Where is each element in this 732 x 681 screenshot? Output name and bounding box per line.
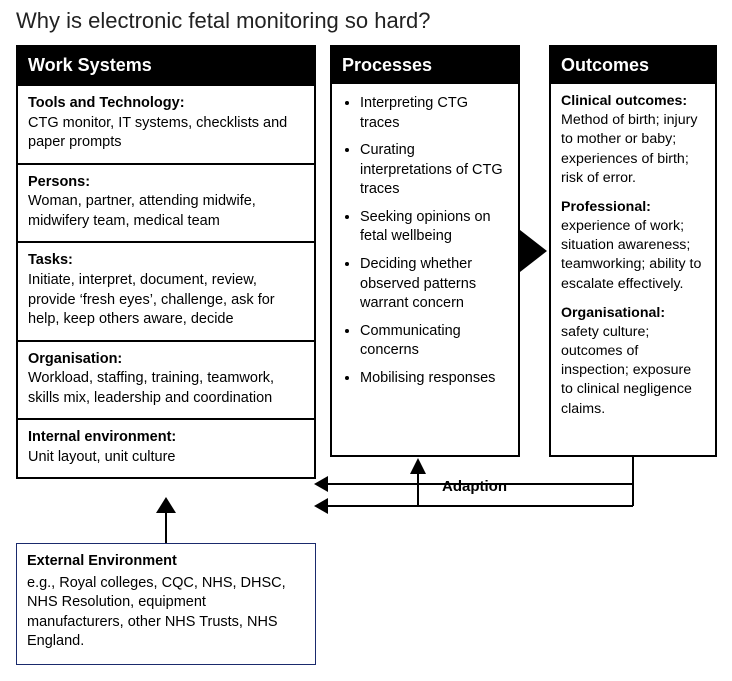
ws-section-internal-env: Internal environment: Unit layout, unit … [18,418,314,477]
outcome-label: Professional: [561,199,651,215]
ws-label: Tools and Technology: [28,94,304,114]
arrow-adaption-to-ws-upper [314,476,328,492]
process-item: Communicating concerns [360,322,510,361]
outcomes-body: Clinical outcomes: Method of birth; inju… [551,84,715,437]
outcome-group-professional: Professional: experience of work; situat… [561,198,705,294]
outcome-text: Method of birth; injury to mother or bab… [561,112,697,186]
arrow-proc-to-out [520,230,547,272]
arrow-adaption-to-proc [410,458,426,474]
page-title: Why is electronic fetal monitoring so ha… [16,8,431,34]
ws-text: Woman, partner, attending midwife, midwi… [28,193,256,229]
outcome-label: Clinical outcomes: [561,93,687,109]
outcomes-column: Outcomes Clinical outcomes: Method of bi… [549,45,717,457]
ws-section-organisation: Organisation: Workload, staffing, traini… [18,340,314,419]
external-text: e.g., Royal colleges, CQC, NHS, DHSC, NH… [27,575,286,650]
arrow-ext-to-ws [156,497,176,513]
ws-text: CTG monitor, IT systems, checklists and … [28,115,287,151]
process-item: Mobilising responses [360,369,510,389]
ws-text: Workload, staffing, training, teamwork, … [28,370,274,406]
process-item: Seeking opinions on fetal wellbeing [360,208,510,247]
outcome-label: Organisational: [561,305,665,321]
ws-label: Organisation: [28,350,304,370]
ws-section-tools: Tools and Technology: CTG monitor, IT sy… [18,84,314,163]
outcome-group-clinical: Clinical outcomes: Method of birth; inju… [561,92,705,188]
outcome-text: safety culture; outcomes of inspection; … [561,324,692,417]
work-systems-column: Work Systems Tools and Technology: CTG m… [16,45,316,479]
processes-column: Processes Interpreting CTG traces Curati… [330,45,520,457]
ws-text: Unit layout, unit culture [28,449,176,465]
ws-section-persons: Persons: Woman, partner, attending midwi… [18,163,314,242]
outcome-text: experience of work; situation awareness;… [561,218,701,292]
work-systems-header: Work Systems [18,47,314,84]
outcomes-header: Outcomes [551,47,715,84]
processes-header: Processes [332,47,518,84]
adaption-label: Adaption [438,478,511,495]
ws-section-tasks: Tasks: Initiate, interpret, document, re… [18,241,314,339]
outcome-group-organisational: Organisational: safety culture; outcomes… [561,304,705,419]
ws-text: Initiate, interpret, document, review, p… [28,272,275,327]
process-item: Curating interpretations of CTG traces [360,141,510,200]
ws-label: Internal environment: [28,428,304,448]
process-item: Deciding whether observed patterns warra… [360,255,510,314]
ws-label: Tasks: [28,251,304,271]
external-environment-box: External Environment e.g., Royal college… [16,543,316,665]
process-item: Interpreting CTG traces [360,94,510,133]
external-label: External Environment [27,552,305,572]
ws-label: Persons: [28,173,304,193]
arrow-adaption-to-ws [314,498,328,514]
processes-body: Interpreting CTG traces Curating interpr… [332,84,518,406]
